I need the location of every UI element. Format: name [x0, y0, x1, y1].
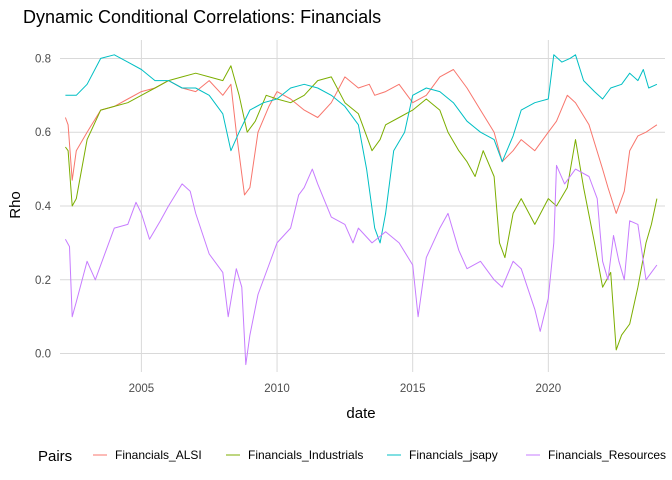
series-line-financials-resources [64, 164, 658, 366]
x-tick-label: 2020 [536, 383, 562, 395]
y-tick-label: 0.0 [35, 349, 51, 361]
y-tick-label: 0.2 [35, 275, 51, 287]
x-axis-title: date [346, 405, 375, 422]
y-tick-label: 0.4 [35, 201, 52, 213]
legend-label: Financials_ALSI [115, 448, 202, 462]
y-axis-ticks: 0.0 0.2 0.4 0.6 0.8 [35, 53, 52, 360]
y-axis-title: Rho [7, 191, 24, 219]
legend: Pairs Financials_ALSI Financials_Industri… [38, 448, 666, 465]
legend-label: Financials_Industrials [248, 448, 363, 462]
series-lines [64, 54, 658, 366]
x-axis-ticks: 2005 2010 2015 2020 [129, 383, 562, 395]
y-tick-label: 0.8 [35, 53, 51, 65]
legend-label: Financials_jsapy [409, 448, 498, 462]
x-tick-label: 2005 [129, 383, 155, 395]
y-tick-label: 0.6 [35, 127, 51, 139]
series-line-financials-jsapy [65, 54, 658, 244]
legend-title: Pairs [38, 448, 72, 465]
chart-title: Dynamic Conditional Correlations: Financ… [23, 7, 381, 27]
x-tick-label: 2015 [400, 383, 426, 395]
series-line-financials-industrials [64, 65, 658, 351]
legend-label: Financials_Resources [548, 448, 666, 462]
x-tick-label: 2010 [264, 383, 290, 395]
